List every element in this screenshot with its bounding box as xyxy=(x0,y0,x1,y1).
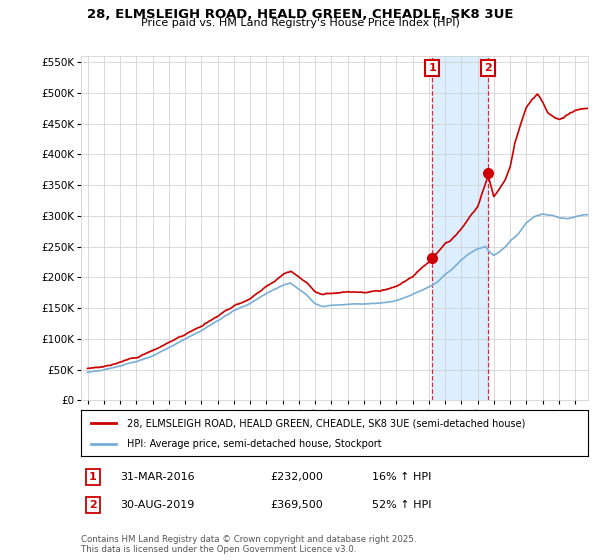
Text: Contains HM Land Registry data © Crown copyright and database right 2025.
This d: Contains HM Land Registry data © Crown c… xyxy=(81,535,416,554)
Text: £232,000: £232,000 xyxy=(270,472,323,482)
Text: Price paid vs. HM Land Registry's House Price Index (HPI): Price paid vs. HM Land Registry's House … xyxy=(140,18,460,28)
Text: 28, ELMSLEIGH ROAD, HEALD GREEN, CHEADLE, SK8 3UE (semi-detached house): 28, ELMSLEIGH ROAD, HEALD GREEN, CHEADLE… xyxy=(127,418,525,428)
Text: £369,500: £369,500 xyxy=(270,500,323,510)
Text: 30-AUG-2019: 30-AUG-2019 xyxy=(120,500,194,510)
Text: 16% ↑ HPI: 16% ↑ HPI xyxy=(372,472,431,482)
Text: 31-MAR-2016: 31-MAR-2016 xyxy=(120,472,194,482)
Text: 2: 2 xyxy=(484,63,492,73)
Text: 28, ELMSLEIGH ROAD, HEALD GREEN, CHEADLE, SK8 3UE: 28, ELMSLEIGH ROAD, HEALD GREEN, CHEADLE… xyxy=(87,8,513,21)
Text: HPI: Average price, semi-detached house, Stockport: HPI: Average price, semi-detached house,… xyxy=(127,438,381,449)
Text: 1: 1 xyxy=(428,63,436,73)
Text: 52% ↑ HPI: 52% ↑ HPI xyxy=(372,500,431,510)
Text: 2: 2 xyxy=(89,500,97,510)
Bar xyxy=(432,56,488,400)
Text: 1: 1 xyxy=(89,472,97,482)
